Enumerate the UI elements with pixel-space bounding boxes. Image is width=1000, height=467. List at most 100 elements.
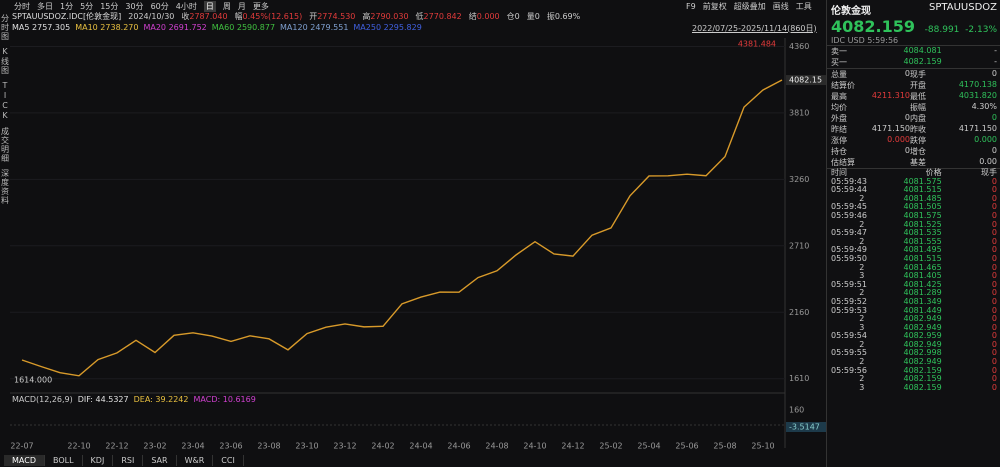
tick-cell: 4082.159 bbox=[903, 365, 942, 375]
tick-cell: 0 bbox=[991, 245, 997, 255]
x-tick-label: 24-08 bbox=[485, 442, 508, 451]
tick-cell: 0 bbox=[991, 322, 997, 332]
ma-label: MA60 bbox=[211, 23, 235, 32]
indicator-tab[interactable]: SAR bbox=[143, 454, 177, 466]
period-tab[interactable]: 日 bbox=[203, 0, 216, 12]
indicator-tab[interactable]: MACD bbox=[4, 454, 45, 466]
side-tab[interactable]: 分时图 bbox=[0, 14, 10, 41]
low-label: 1614.000 bbox=[14, 376, 52, 385]
field-label: 振 bbox=[546, 12, 555, 21]
tick-cell: 2 bbox=[859, 357, 865, 367]
tick-cell: 4082.949 bbox=[903, 322, 942, 332]
tick-cell: 4081.505 bbox=[903, 202, 942, 212]
field-value: 0 bbox=[514, 12, 520, 21]
ma-field: MA10 2738.270 bbox=[75, 23, 138, 32]
tool[interactable]: 工具 bbox=[795, 1, 812, 11]
stat-label: 基差 bbox=[910, 158, 926, 167]
field-value: 2774.530 bbox=[317, 12, 356, 21]
macd-line: MACD(12,26,9) DIF: 44.5327 DEA: 39.2242 MA… bbox=[12, 394, 256, 404]
period-tab[interactable]: 多日 bbox=[37, 1, 53, 11]
quote-field: 量0 bbox=[527, 11, 540, 22]
last-price-label: 4082.15 bbox=[789, 76, 822, 85]
macd-field: DIF: 44.5327 bbox=[78, 395, 129, 404]
tick-cell: 0 bbox=[991, 262, 997, 272]
tick-cell: 2 bbox=[859, 288, 865, 298]
indicator-tab[interactable]: BOLL bbox=[45, 454, 83, 466]
tick-cell: 2 bbox=[859, 374, 865, 384]
y-tick-label: 3260 bbox=[789, 175, 809, 184]
stat-value: 4171.150 bbox=[958, 124, 997, 133]
toolbar: 分时 多日 1分 5分 15分 30分 60分 4小时日周月更多 bbox=[14, 0, 269, 12]
last-price: 4082.159 bbox=[831, 17, 916, 36]
tick-cell: 0 bbox=[991, 288, 997, 298]
ma-label: MA250 bbox=[353, 23, 382, 32]
macd-value: 10.6169 bbox=[222, 394, 256, 404]
stat-label: 最低 bbox=[910, 92, 926, 101]
tick-cell: 3 bbox=[859, 382, 865, 392]
stat-value: 4211.310 bbox=[871, 91, 910, 100]
field-label: 低 bbox=[415, 12, 424, 21]
tool[interactable]: 画线 bbox=[772, 1, 789, 11]
tick-cell: 4081.405 bbox=[903, 271, 942, 281]
x-tick-label: 23-04 bbox=[181, 442, 204, 451]
y-tick-label: 2160 bbox=[789, 308, 809, 317]
macd-axis-top: 160 bbox=[789, 406, 804, 415]
tool[interactable]: F9 bbox=[686, 1, 696, 11]
tick-cell: 0 bbox=[991, 314, 997, 324]
x-tick-label: 23-02 bbox=[143, 442, 166, 451]
tool[interactable]: 超级叠加 bbox=[733, 1, 766, 11]
macd-label: DIF: bbox=[77, 394, 93, 404]
x-tick-label: 25-10 bbox=[751, 442, 774, 451]
tick-cell: 05:59:55 bbox=[831, 348, 867, 358]
field-value: 2787.040 bbox=[189, 12, 228, 21]
symbol: SPTAUUSDOZ.IDC[伦敦金现] bbox=[12, 12, 122, 21]
side-tab[interactable]: 成交明细 bbox=[0, 127, 10, 163]
period-tab[interactable]: 周 bbox=[222, 1, 231, 11]
indicator-tab[interactable]: W&R bbox=[177, 454, 214, 466]
tick-cell: 4081.515 bbox=[903, 185, 942, 195]
x-tick-label: 25-04 bbox=[637, 442, 660, 451]
tick-cell: 05:59:52 bbox=[831, 296, 867, 306]
field-value: 0.000 bbox=[476, 12, 500, 21]
period-tab[interactable]: 分时 bbox=[14, 1, 30, 11]
period-tab[interactable]: 30分 bbox=[125, 1, 144, 11]
side-tab[interactable]: 深度资料 bbox=[0, 169, 10, 205]
high-label: 4381.484 bbox=[738, 40, 776, 49]
indicator-tabs: MACD BOLL KDJ RSI SAR W&R CCI bbox=[4, 453, 244, 467]
period-tab[interactable]: 1分 bbox=[60, 1, 74, 11]
macd-value: 39.2242 bbox=[155, 394, 189, 404]
side-tab[interactable]: K线图 bbox=[0, 47, 10, 75]
field-label: 量 bbox=[526, 12, 535, 21]
stat-label: 振幅 bbox=[910, 103, 926, 112]
range: 2022/07/25-2025/11/14(860日) bbox=[692, 23, 817, 33]
ma-value: 2691.752 bbox=[168, 23, 207, 32]
indicator-tab[interactable]: RSI bbox=[113, 454, 144, 466]
tick-cell: 0 bbox=[991, 279, 997, 289]
field-label: 高 bbox=[362, 12, 371, 21]
period-tab[interactable]: 月 bbox=[237, 1, 246, 11]
macd-axis-last: -3.5147 bbox=[789, 423, 820, 432]
side-tab[interactable]: TICK bbox=[0, 81, 10, 121]
x-tick-label: 24-10 bbox=[523, 442, 546, 451]
ma-value: 2590.877 bbox=[236, 23, 276, 32]
price-line bbox=[21, 79, 783, 377]
period-tab[interactable]: 60分 bbox=[150, 1, 169, 11]
y-tick-label: 3810 bbox=[789, 108, 809, 117]
tick-cell: 0 bbox=[991, 296, 997, 306]
ticks: 时间 价格 现手 05:59:43 4081.575 0 05:59:44 4081.515 0… bbox=[827, 168, 1000, 392]
period-tab[interactable]: 15分 bbox=[100, 1, 119, 11]
tool[interactable]: 前复权 bbox=[702, 1, 727, 11]
period-tab[interactable]: 更多 bbox=[252, 1, 269, 11]
quote-line: SPTAUUSDOZ.IDC[伦敦金现] 2024/10/30 收2787.04… bbox=[12, 11, 580, 22]
ma-field: MA120 2479.551 bbox=[280, 23, 348, 32]
ma-line: MA5 2757.305 MA10 2738.270 MA20 2691.752 MA… bbox=[12, 22, 422, 33]
period-tab[interactable]: 4小时 bbox=[175, 1, 197, 11]
tick-cell: 0 bbox=[991, 253, 997, 263]
period-tab[interactable]: 5分 bbox=[80, 1, 94, 11]
tick-cell: 05:59:47 bbox=[831, 228, 867, 238]
field-label: 仓 bbox=[506, 12, 515, 21]
indicator-tab[interactable]: KDJ bbox=[83, 454, 114, 466]
stat-value: 0.000 bbox=[887, 135, 910, 144]
indicator-tab[interactable]: CCI bbox=[213, 454, 244, 466]
tick-cell: 4082.949 bbox=[903, 339, 942, 349]
